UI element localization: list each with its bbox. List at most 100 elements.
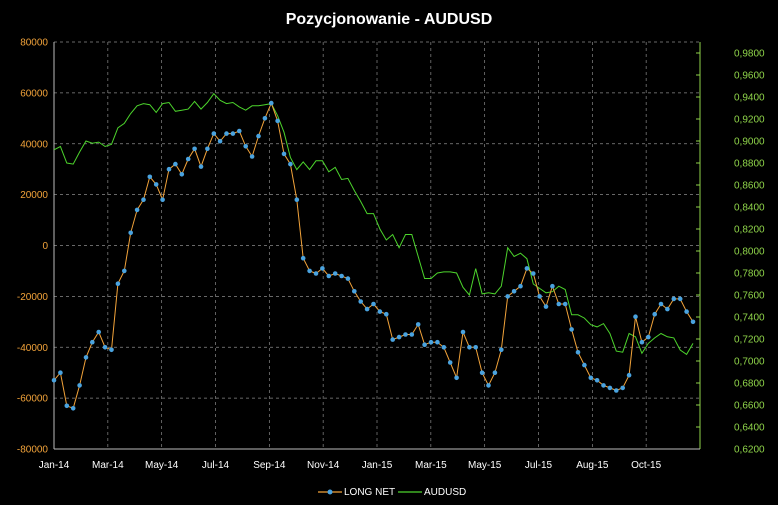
y-right-tick-label: 0,7400 — [734, 313, 765, 324]
series-long-net — [51, 100, 696, 411]
y-left-tick-label: -40000 — [17, 343, 49, 354]
long-net-point — [550, 283, 555, 289]
long-net-point — [153, 182, 159, 187]
y-left-tick-label: 60000 — [20, 88, 48, 99]
long-net-point — [345, 276, 351, 281]
y-right-tick-label: 0,6800 — [734, 379, 765, 390]
long-net-point — [128, 230, 133, 236]
x-tick-label: Aug-15 — [576, 460, 609, 471]
x-tick-label: Mar-15 — [415, 460, 447, 471]
long-net-point — [518, 283, 523, 289]
long-net-point — [249, 154, 255, 159]
y-left-tick-label: -60000 — [17, 394, 49, 405]
long-net-point — [390, 337, 396, 342]
x-tick-label: Oct-15 — [631, 460, 661, 471]
y-right-tick-label: 0,8800 — [734, 159, 765, 170]
long-net-point — [300, 255, 306, 261]
y-right-tick-label: 0,6400 — [734, 423, 765, 434]
long-net-point — [70, 406, 76, 411]
long-net-point — [320, 266, 325, 271]
long-net-point — [492, 370, 498, 376]
long-net-point — [237, 128, 242, 134]
audusd-line — [53, 92, 694, 356]
long-net-point — [537, 294, 542, 299]
long-net-point — [524, 266, 530, 271]
long-net-point — [326, 273, 332, 279]
long-net-point — [147, 174, 153, 180]
long-net-point — [339, 273, 344, 279]
x-tick-label: May-14 — [145, 460, 179, 471]
long-net-point — [652, 311, 657, 317]
long-net-point — [569, 327, 574, 332]
long-net-point — [294, 197, 300, 202]
long-net-point — [486, 383, 491, 388]
long-net-point — [141, 197, 146, 202]
y-right-tick-label: 0,7800 — [734, 269, 765, 280]
y-right-tick-label: 0,7600 — [734, 291, 765, 302]
long-net-point — [479, 370, 485, 376]
legend: LONG NET AUDUSD — [318, 487, 466, 498]
long-net-point — [473, 345, 479, 350]
long-net-point — [371, 301, 376, 307]
long-net-point — [364, 306, 370, 312]
long-net-point — [352, 289, 357, 294]
long-net-point — [58, 370, 63, 376]
long-net-point — [96, 329, 101, 335]
long-net-point — [415, 322, 421, 327]
long-net-point — [582, 362, 587, 368]
legend-audusd-label: AUDUSD — [424, 487, 466, 498]
long-net-point — [684, 309, 689, 314]
long-net-point — [543, 304, 549, 309]
y-left-tick-label: 40000 — [20, 139, 48, 150]
y-left-tick-label: 20000 — [20, 190, 48, 201]
long-net-point — [447, 360, 453, 365]
x-tick-label: Jan-15 — [362, 460, 393, 471]
long-net-point — [607, 385, 613, 391]
long-net-point — [626, 372, 632, 378]
x-tick-label: Mar-14 — [92, 460, 124, 471]
long-net-point — [64, 403, 70, 409]
long-net-point — [275, 118, 280, 124]
long-net-point — [639, 339, 645, 345]
legend-long-net-marker — [327, 489, 333, 495]
long-net-point — [185, 156, 191, 162]
long-net-point — [646, 334, 651, 340]
long-net-point — [620, 385, 625, 391]
y-right-tick-label: 0,8000 — [734, 247, 765, 258]
long-net-point — [467, 345, 472, 350]
long-net-point — [198, 164, 204, 169]
x-tick-label: Jul-14 — [202, 460, 230, 471]
long-net-point — [281, 151, 287, 157]
x-tick-label: Jul-15 — [525, 460, 553, 471]
long-net-point — [575, 350, 581, 355]
y-right-tick-label: 0,6200 — [734, 445, 765, 456]
long-net-point — [665, 306, 670, 312]
long-net-point — [454, 375, 459, 381]
long-net-point — [428, 339, 434, 345]
long-net-point — [307, 268, 312, 274]
long-net-point — [588, 375, 594, 381]
long-net-point — [562, 301, 568, 307]
x-tick-label: Jan-14 — [39, 460, 70, 471]
long-net-point — [499, 347, 504, 353]
long-net-point — [633, 314, 638, 320]
y-right-tick-label: 0,8200 — [734, 225, 765, 236]
long-net-point — [313, 271, 319, 276]
long-net-point — [384, 311, 389, 317]
long-net-point — [288, 161, 293, 167]
long-net-point — [211, 131, 217, 136]
long-net-point — [671, 296, 677, 302]
y-left-tick-label: 0 — [42, 241, 48, 252]
long-net-point — [460, 329, 466, 335]
long-net-point — [332, 271, 338, 276]
long-net-point — [601, 383, 606, 388]
long-net-point — [403, 332, 408, 337]
long-net-point — [217, 138, 223, 144]
y-right-tick-label: 0,8600 — [734, 181, 765, 192]
y-right-tick-label: 0,7000 — [734, 357, 765, 368]
long-net-point — [77, 383, 82, 388]
long-net-point — [269, 100, 274, 106]
grid — [54, 41, 700, 450]
long-net-point — [122, 268, 127, 274]
